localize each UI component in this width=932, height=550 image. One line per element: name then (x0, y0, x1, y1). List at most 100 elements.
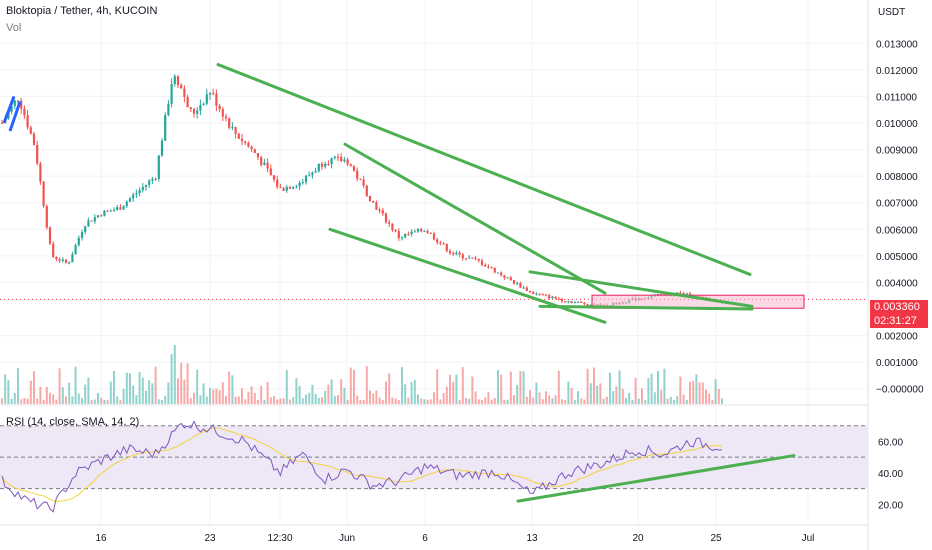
volume-bar (359, 399, 362, 404)
volume-bar (477, 399, 480, 404)
volume-bar (458, 399, 461, 404)
volume-bar (340, 379, 343, 404)
candle-body (74, 245, 77, 255)
candle-body (519, 283, 522, 288)
volume-bar (468, 398, 471, 404)
candle-body (135, 193, 138, 195)
blue-marker (2, 95, 16, 124)
volume-bar (609, 372, 611, 404)
candle-body (503, 275, 506, 278)
price-axis-unit: USDT (878, 7, 905, 18)
countdown-tag: 02:31:27 (870, 314, 928, 328)
candle-body (442, 243, 445, 245)
candle-body (343, 159, 346, 162)
time-tick: 6 (422, 533, 428, 544)
candle-body (189, 107, 192, 110)
candle-body (237, 133, 240, 139)
volume-bar (7, 380, 10, 404)
candle-body (39, 163, 42, 182)
candle-body (16, 100, 20, 102)
candle-body (423, 230, 426, 232)
volume-bar (333, 395, 336, 404)
volume-bar (554, 395, 557, 404)
volume-bar (55, 399, 58, 404)
price-tick: 0.001000 (876, 358, 918, 369)
volume-bar (513, 395, 515, 404)
candle-body (445, 243, 448, 251)
volume-bar (244, 399, 247, 404)
candle-body (500, 272, 503, 276)
candle-body (458, 252, 461, 255)
candle-body (282, 188, 285, 191)
volume-bar (100, 397, 103, 404)
volume-bar (490, 399, 493, 404)
candle-body (567, 301, 570, 303)
candle-body (362, 179, 365, 186)
volume-bar (567, 381, 570, 404)
candle-body (173, 76, 176, 85)
volume-bar (717, 389, 720, 404)
volume-bar (116, 396, 119, 404)
candle-body (317, 163, 320, 172)
candle-body (490, 267, 493, 269)
volume-bar (660, 389, 663, 404)
volume-bar (423, 399, 426, 404)
volume-bar (129, 373, 131, 404)
candle-body (52, 243, 55, 257)
volume-bar (493, 398, 496, 404)
candle-body (272, 175, 276, 180)
candle-body (528, 291, 532, 293)
candle-body (509, 277, 512, 281)
candle-body (464, 258, 468, 260)
trendline (343, 142, 607, 295)
volume-bar (487, 392, 490, 404)
last-price-tag: 0.003360 (870, 300, 928, 314)
volume-bar (647, 378, 650, 404)
volume-bar (65, 396, 67, 404)
volume-bar (157, 399, 160, 404)
volume-bar (471, 376, 474, 404)
time-tick: 13 (526, 533, 538, 544)
candle-body (208, 92, 212, 95)
volume-bar (209, 388, 211, 404)
volume-bar (519, 370, 522, 404)
candle-body (397, 231, 400, 238)
time-axis: 16 23 12:30 Jun 6 13 20 25 Jul (95, 533, 814, 544)
candle-body (48, 227, 52, 244)
volume-bar (231, 375, 234, 404)
volume-bar (237, 396, 240, 404)
volume-bar (666, 398, 669, 404)
volume-bar (602, 398, 605, 404)
candle-body (269, 168, 272, 176)
volume-bar (324, 390, 327, 404)
volume-bar (349, 367, 352, 404)
volume-bar (657, 371, 659, 404)
trendline (528, 270, 754, 308)
candle-body (404, 233, 407, 238)
candle-body (20, 100, 23, 109)
volume-bar (682, 394, 685, 404)
volume-bar (17, 368, 19, 404)
candle-body (71, 254, 74, 263)
candle-body (432, 233, 436, 240)
volume-bar (23, 397, 26, 404)
volume-bar (247, 391, 250, 404)
volume-bar (618, 370, 621, 404)
candle-body (532, 291, 535, 295)
volume-bar (538, 392, 541, 404)
candle-body (330, 158, 333, 165)
volume-bar (420, 398, 423, 404)
volume-bar (148, 380, 151, 404)
candle-body (564, 301, 567, 303)
volume-bar (413, 379, 416, 404)
rsi-panel (0, 425, 868, 490)
candle-body (26, 115, 29, 128)
volume-bar (167, 382, 170, 404)
candle-body (154, 178, 157, 180)
candle-body (429, 232, 432, 234)
candle-body (32, 133, 36, 146)
volume-bar (13, 393, 16, 404)
candle-body (250, 146, 253, 150)
volume-bar (545, 391, 547, 404)
